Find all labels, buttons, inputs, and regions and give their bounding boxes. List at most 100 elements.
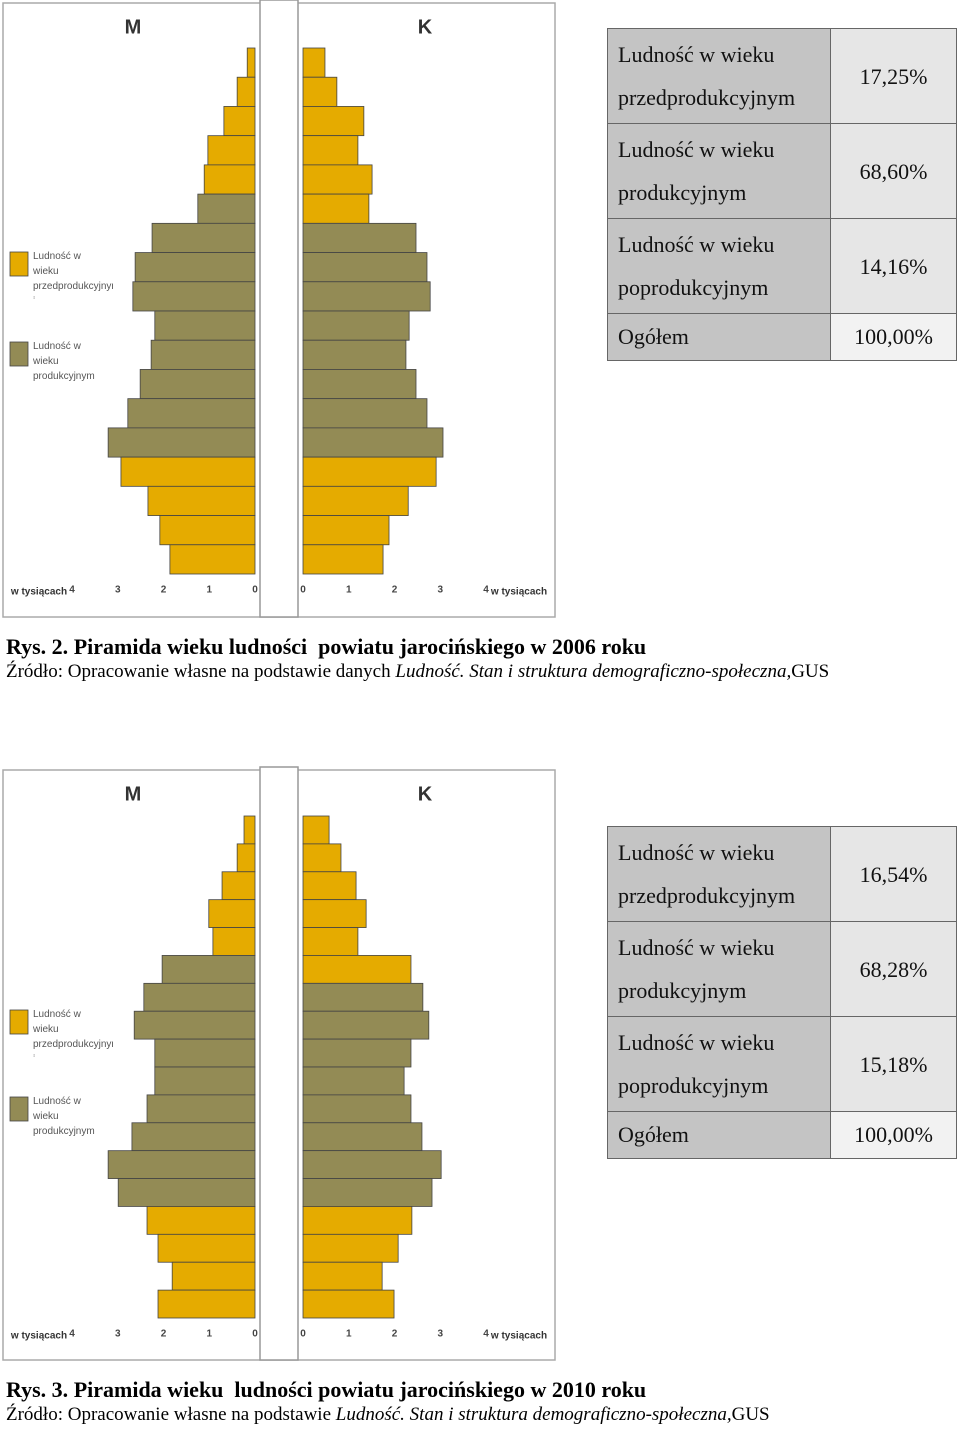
- panel-title: M: [125, 16, 142, 38]
- source-note: Źródło: Opracowanie własne na podstawie …: [6, 661, 829, 683]
- row-label: Ludność w wieku poprodukcyjnym: [607, 1016, 831, 1112]
- x-tick-label: 2: [161, 585, 167, 596]
- x-tick-label: 1: [346, 1329, 352, 1340]
- bar: [302, 843, 342, 873]
- row-label: Ludność w wieku produkcyjnym: [607, 123, 831, 219]
- x-tick-label: 2: [392, 585, 398, 596]
- caption-text: Piramida wieku ludności powiatu jarocińs…: [73, 1377, 647, 1402]
- bar: [154, 1066, 256, 1096]
- bar: [302, 1094, 412, 1124]
- bar: [302, 1150, 442, 1179]
- bar: [302, 1289, 395, 1319]
- bar: [157, 1289, 256, 1319]
- bar: [207, 135, 256, 166]
- bar: [302, 1066, 405, 1096]
- row-value: 68,28%: [830, 921, 957, 1017]
- bar: [131, 1122, 256, 1152]
- bar: [143, 982, 256, 1012]
- bar: [302, 369, 417, 400]
- bar: [302, 106, 365, 137]
- x-tick-label: 4: [483, 585, 489, 596]
- legend-item: Ludność w wieku produkcyjnym: [33, 341, 95, 382]
- bar: [302, 1261, 383, 1291]
- bar: [107, 427, 256, 458]
- figure-caption: Rys. 2. Piramida wieku ludności powiatu …: [6, 634, 646, 660]
- legend-label: Ludność w wieku przedprodukcyjnym i popr…: [33, 1009, 113, 1057]
- bar: [302, 899, 367, 928]
- bar: [302, 339, 407, 370]
- bar: [139, 369, 256, 400]
- table-row: Ludność w wieku przedprodukcyjnym 16,54%: [607, 826, 957, 922]
- bar: [157, 1233, 256, 1263]
- source-prefix: Źródło: Opracowanie własne na podstawie …: [6, 661, 396, 682]
- row-label: Ludność w wieku produkcyjnym: [607, 921, 831, 1017]
- x-tick-label: 2: [392, 1329, 398, 1340]
- figure-caption: Rys. 3. Piramida wieku ludności powiatu …: [6, 1377, 646, 1403]
- bar: [302, 1233, 399, 1263]
- x-tick-label: 4: [483, 1329, 489, 1340]
- bar: [159, 515, 256, 546]
- legend-swatch: [9, 341, 29, 367]
- bar: [302, 1010, 430, 1040]
- caption-label: Rys. 2.: [6, 634, 69, 659]
- row-value: 100,00%: [830, 313, 957, 361]
- row-value: 100,00%: [830, 1111, 957, 1159]
- legend-item: Ludność w wieku produkcyjnym: [33, 1096, 95, 1137]
- bar: [146, 1206, 256, 1235]
- row-label: Ludność w wieku przedprodukcyjnym: [607, 28, 831, 124]
- row-label: Ogółem: [607, 1111, 831, 1159]
- legend-swatch: [9, 1009, 29, 1035]
- bar: [236, 76, 256, 107]
- bar: [208, 899, 256, 928]
- source-title: Ludność. Stan i struktura demograficzno-…: [395, 661, 792, 682]
- bar: [223, 106, 256, 137]
- table-row: Ludność w wieku przedprodukcyjnym 17,25%: [607, 28, 957, 124]
- bar: [302, 456, 437, 487]
- row-value: 68,60%: [830, 123, 957, 219]
- x-tick-label: 4: [69, 1329, 75, 1340]
- x-tick-label: 0: [252, 585, 258, 596]
- table-row: Ludność w wieku produkcyjnym 68,60%: [607, 123, 957, 219]
- x-tick-label: 2: [161, 1329, 167, 1340]
- bar: [203, 164, 256, 195]
- row-label: Ogółem: [607, 313, 831, 361]
- legend-label: Ludność w wieku produkcyjnym: [33, 1096, 95, 1137]
- x-tick-label: 1: [206, 1329, 212, 1340]
- table-row: Ludność w wieku poprodukcyjnym 15,18%: [607, 1016, 957, 1112]
- bar: [302, 164, 373, 195]
- row-value: 14,16%: [830, 218, 957, 314]
- row-label: Ludność w wieku przedprodukcyjnym: [607, 826, 831, 922]
- bar: [302, 982, 424, 1012]
- x-tick-label: 0: [252, 1329, 258, 1340]
- bar: [302, 1038, 412, 1068]
- bar: [302, 871, 357, 901]
- bar: [147, 485, 256, 516]
- bar: [171, 1261, 256, 1291]
- bar: [150, 339, 256, 370]
- legend-swatch: [9, 1096, 29, 1122]
- bar: [302, 515, 390, 546]
- x-tick-label: 0: [300, 585, 306, 596]
- bar: [117, 1178, 256, 1207]
- bar: [197, 193, 256, 224]
- bar: [127, 398, 256, 429]
- bar: [302, 281, 431, 312]
- center-strip: [259, 766, 299, 1361]
- row-value: 17,25%: [830, 28, 957, 124]
- bar: [243, 815, 256, 845]
- bar: [154, 1038, 256, 1068]
- bar: [302, 955, 412, 984]
- x-axis-label: w tysiącach: [490, 587, 547, 598]
- bar: [169, 544, 256, 575]
- bar: [132, 281, 256, 312]
- bar: [302, 47, 326, 78]
- x-tick-label: 3: [115, 585, 121, 596]
- source-suffix: GUS: [791, 661, 830, 682]
- x-tick-label: 1: [346, 585, 352, 596]
- bar: [134, 252, 256, 283]
- bar: [302, 485, 409, 516]
- bar: [302, 1206, 413, 1235]
- bar: [302, 398, 428, 429]
- bar: [302, 76, 338, 107]
